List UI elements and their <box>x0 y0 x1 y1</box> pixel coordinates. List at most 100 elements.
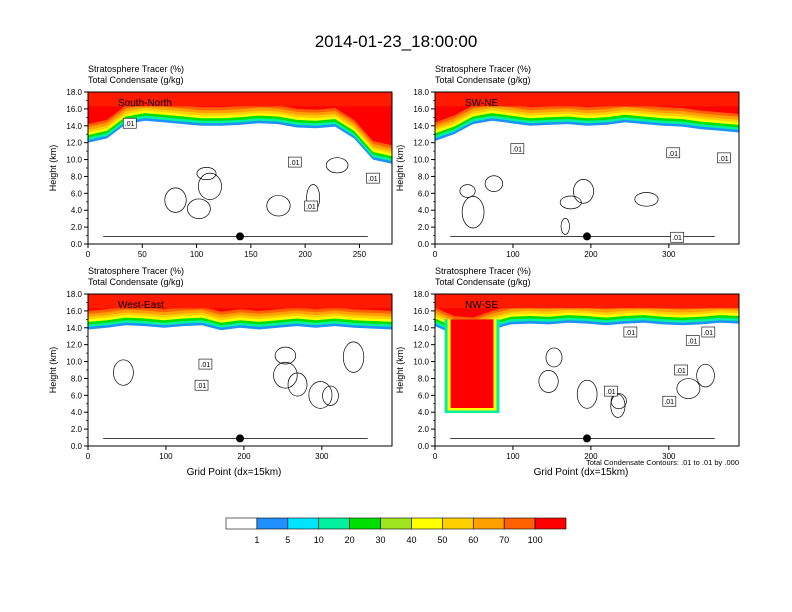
x-tick-label: 300 <box>315 452 329 461</box>
y-tick-label: 12.0 <box>66 139 82 148</box>
tracer-core <box>435 294 739 309</box>
contour-label-text: .01 <box>703 330 713 337</box>
y-tick-label: 8.0 <box>418 374 430 383</box>
contour-label-text: .01 <box>200 362 210 369</box>
contour-label-text: .01 <box>719 156 729 163</box>
x-axis-label: Grid Point (dx=15km) <box>534 467 629 478</box>
y-tick-label: 16.0 <box>413 307 429 316</box>
y-tick-label: 16.0 <box>66 307 82 316</box>
colorbar-label: 1 <box>254 535 259 545</box>
y-tick-label: 16.0 <box>66 105 82 114</box>
contour-label: .01 <box>701 326 716 338</box>
contour-label: .01 <box>685 335 700 346</box>
condensate-contour <box>197 172 222 200</box>
condensate-contour <box>573 179 594 204</box>
chart-panel-2: Stratosphere Tracer (%)Total Condensate … <box>48 266 393 478</box>
condensate-contour <box>576 379 598 409</box>
plot-area: .01 .01 .01 .01 .01 .01 <box>435 294 739 439</box>
x-tick-label: 250 <box>353 250 367 259</box>
contour-note: Total Condensate Contours: .01 to .01 by… <box>586 458 739 467</box>
x-tick-label: 0 <box>433 250 438 259</box>
condensate-contour <box>274 346 297 365</box>
panel-subtitle-condensate: Total Condensate (g/kg) <box>435 75 531 85</box>
contour-label: .01 <box>304 200 318 212</box>
y-tick-label: 0.0 <box>71 442 83 451</box>
tracer-core <box>88 92 392 107</box>
y-axis-label: Height (km) <box>48 145 58 192</box>
condensate-contour <box>266 195 291 217</box>
colorbar-swatch <box>318 517 350 530</box>
y-tick-label: 2.0 <box>418 223 430 232</box>
contour-label: .01 <box>198 358 213 370</box>
y-tick-label: 6.0 <box>71 391 83 400</box>
colorbar-swatch <box>349 517 381 530</box>
colorbar-swatch <box>256 517 289 530</box>
y-tick-label: 2.0 <box>418 425 430 434</box>
colorbar: 1 5 10 20 30 40 50 60 70 100 <box>225 517 567 545</box>
y-tick-label: 4.0 <box>71 206 83 215</box>
contour-label: .01 <box>194 379 209 391</box>
x-tick-label: 100 <box>506 250 520 259</box>
contour-label-box <box>701 326 716 338</box>
x-tick-label: 200 <box>298 250 312 259</box>
y-axis-label: Height (km) <box>395 145 405 192</box>
colorbar-swatch <box>411 517 443 530</box>
y-tick-label: 18.0 <box>66 290 82 299</box>
y-tick-label: 12.0 <box>413 341 429 350</box>
y-tick-label: 10.0 <box>66 156 82 165</box>
location-marker <box>236 434 244 443</box>
contour-label: .01 <box>674 364 688 376</box>
y-tick-label: 12.0 <box>66 341 82 350</box>
colorbar-label: 5 <box>285 535 290 545</box>
contour-label-text: .01 <box>668 151 678 158</box>
y-tick-label: 14.0 <box>66 324 82 333</box>
condensate-contour <box>342 341 365 373</box>
panel-label: West-East <box>118 300 164 311</box>
colorbar-swatch <box>225 517 258 530</box>
colorbar-swatch <box>503 517 536 530</box>
x-tick-label: 200 <box>584 452 598 461</box>
y-tick-label: 6.0 <box>418 391 430 400</box>
contour-label-text: .01 <box>688 338 698 345</box>
colorbar-label: 10 <box>314 535 324 545</box>
panel-label: SW-NE <box>465 98 498 109</box>
x-tick-label: 300 <box>662 250 676 259</box>
condensate-contour <box>196 167 217 181</box>
location-marker <box>583 434 591 443</box>
x-tick-label: 100 <box>159 452 173 461</box>
condensate-contour <box>696 363 715 388</box>
contour-label-box <box>198 358 213 370</box>
colorbar-label: 100 <box>528 535 543 545</box>
contour-label-box <box>510 143 525 154</box>
y-tick-label: 2.0 <box>71 223 83 232</box>
contour-label-box <box>604 385 618 397</box>
y-tick-label: 4.0 <box>418 206 430 215</box>
panel-subtitle-tracer: Stratosphere Tracer (%) <box>88 266 184 276</box>
y-tick-label: 10.0 <box>413 156 429 165</box>
contour-label-text: .01 <box>672 235 682 242</box>
contour-label: .01 <box>287 156 302 168</box>
contour-label-text: .01 <box>606 389 616 396</box>
condensate-contour <box>164 187 187 213</box>
intrusion-core <box>450 319 494 408</box>
panel-subtitle-tracer: Stratosphere Tracer (%) <box>435 64 531 74</box>
contour-label-text: .01 <box>197 383 207 390</box>
condensate-contour <box>610 393 627 410</box>
panel-label: NW-SE <box>465 300 498 311</box>
condensate-contour <box>560 218 570 235</box>
colorbar-label: 60 <box>468 535 478 545</box>
contour-label-box <box>623 326 638 338</box>
contour-label: .01 <box>623 326 638 338</box>
location-marker <box>583 232 591 241</box>
colorbar-swatch <box>534 517 567 530</box>
y-tick-label: 18.0 <box>413 290 429 299</box>
colorbar-label: 70 <box>499 535 509 545</box>
condensate-contour <box>273 361 298 389</box>
tracer-core <box>88 294 392 309</box>
y-tick-label: 18.0 <box>413 88 429 97</box>
y-axis-label: Height (km) <box>395 347 405 394</box>
contour-label-box <box>287 156 302 168</box>
colorbar-swatch <box>442 517 474 530</box>
contour-label: .01 <box>604 385 618 397</box>
panel-subtitle-condensate: Total Condensate (g/kg) <box>88 75 184 85</box>
